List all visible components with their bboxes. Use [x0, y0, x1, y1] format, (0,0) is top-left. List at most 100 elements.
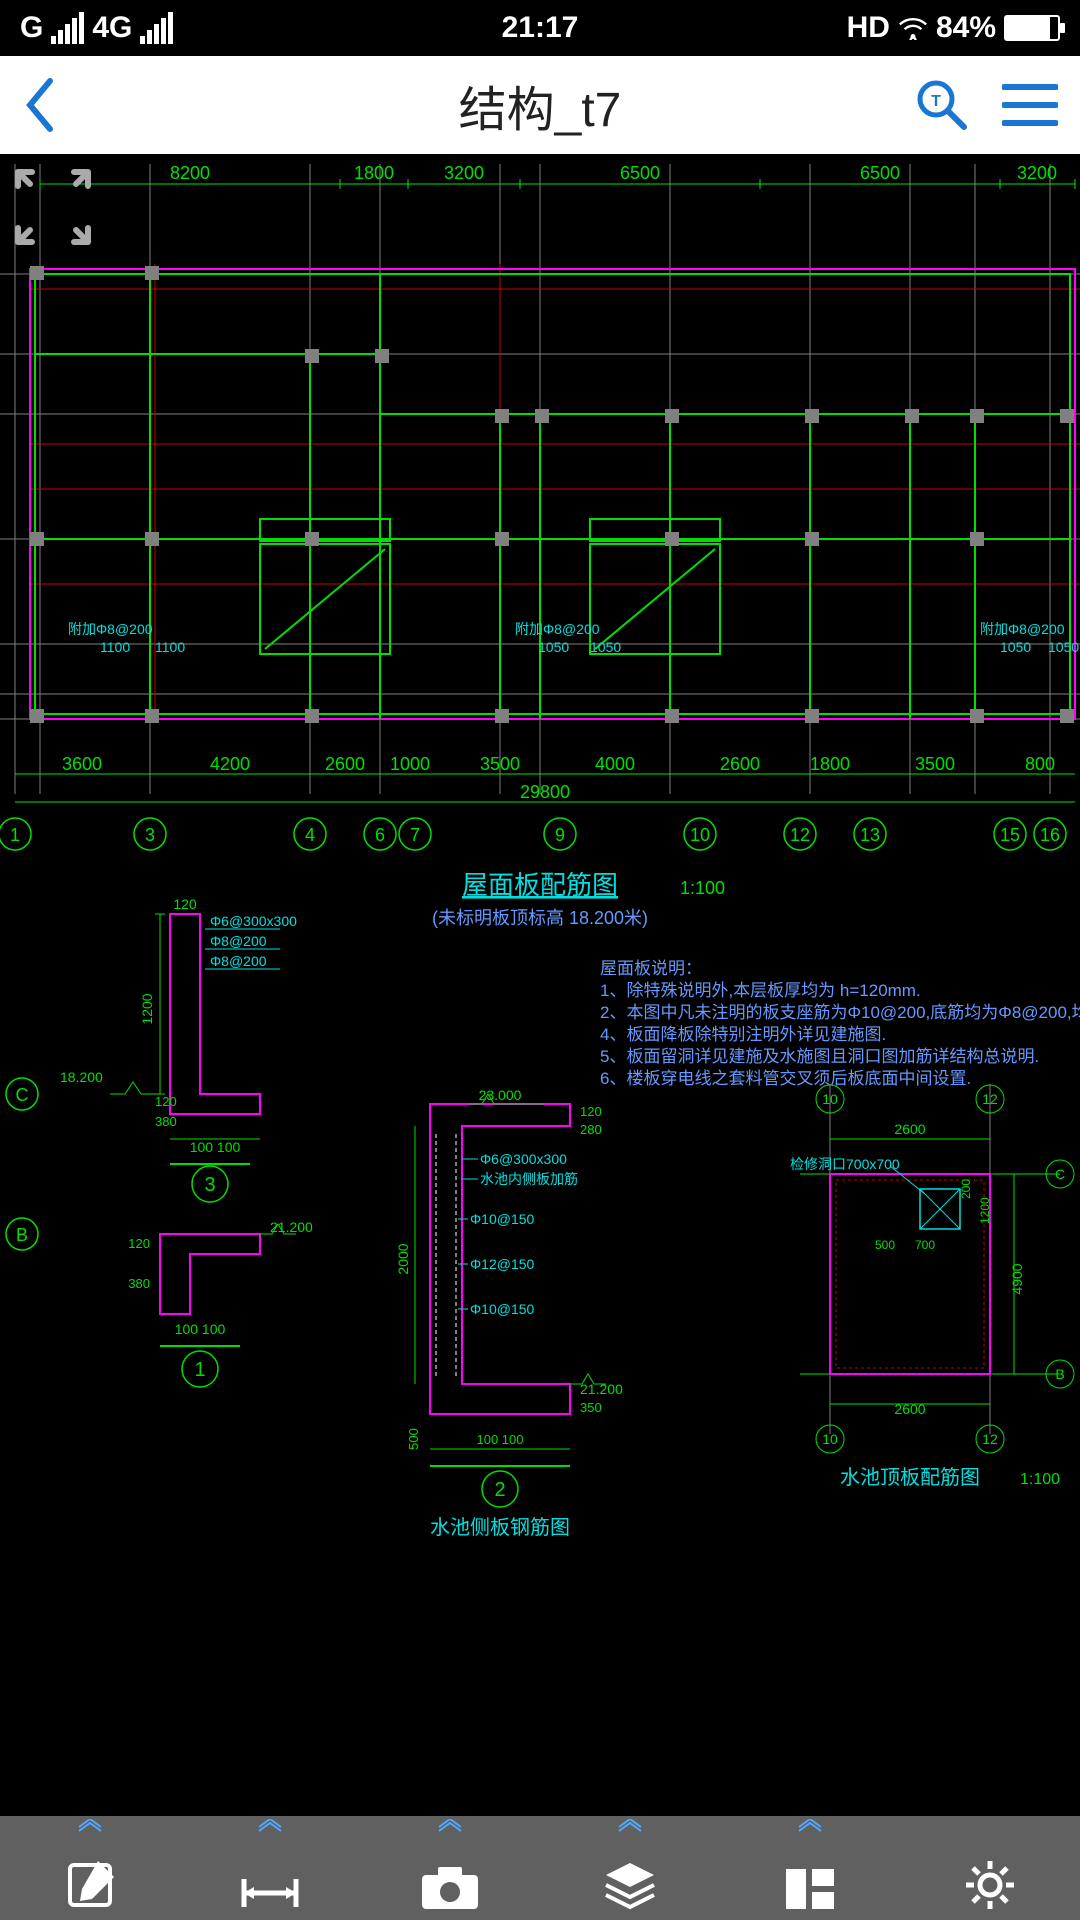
- layers-icon: [602, 1861, 658, 1913]
- menu-button[interactable]: [1000, 75, 1060, 135]
- s2-title: 水池侧板钢筋图: [430, 1516, 570, 1539]
- s2-b23: 100 100: [477, 1432, 524, 1447]
- chevron-up-icon: [255, 1819, 285, 1835]
- chevron-up-icon: [435, 1819, 465, 1835]
- bd-0: 3600: [62, 754, 102, 774]
- note-b2: 1050: [538, 639, 569, 655]
- bd-2: 2600: [325, 754, 365, 774]
- note-a1: 附加Φ8@200: [68, 621, 153, 637]
- app-header: 结构_t7 T: [0, 56, 1080, 154]
- nl-1: 2、本图中凡未注明的板支座筋为Φ10@200,底筋均为Φ8@200,均双层双向拉…: [600, 1003, 1080, 1022]
- plan-subtitle: (未标明板顶标高 18.200米): [432, 908, 648, 928]
- s2-b1: 350: [580, 1400, 602, 1415]
- battery-icon: [1004, 15, 1060, 41]
- note-c1: 附加Φ8@200: [980, 621, 1065, 637]
- bd-8: 3500: [915, 754, 955, 774]
- s2-t2: 280: [580, 1122, 602, 1137]
- search-text-button[interactable]: T: [912, 75, 972, 135]
- s1-d2: 380: [128, 1276, 150, 1291]
- edit-tool[interactable]: [30, 1823, 150, 1913]
- top-dim-1: 1800: [354, 163, 394, 183]
- pp-title: 水池顶板配筋图: [840, 1466, 980, 1489]
- pp-i2: 700: [915, 1238, 935, 1252]
- measure-tool[interactable]: [210, 1823, 330, 1913]
- nl-2: 4、板面降板除特别注明外详见建施图.: [600, 1025, 886, 1044]
- s2-lbl: 2: [494, 1479, 505, 1501]
- bd-total: 29800: [520, 782, 570, 802]
- pp-g3: 12: [982, 1431, 998, 1447]
- bottom-toolbar: [0, 1816, 1080, 1920]
- top-dim-5: 3200: [1017, 163, 1057, 183]
- gear-icon: [962, 1857, 1018, 1913]
- fullscreen-button[interactable]: [10, 164, 96, 250]
- ll-c: C: [16, 1085, 29, 1105]
- g-2: 4: [305, 825, 315, 845]
- g-10: 16: [1040, 825, 1060, 845]
- s3-lbl: 3: [204, 1174, 215, 1196]
- g-7: 12: [790, 825, 810, 845]
- s2-t1: 120: [580, 1104, 602, 1119]
- nl-0: 1、除特殊说明外,本层板厚均为 h=120mm.: [600, 981, 921, 1000]
- pp-w2: 2600: [894, 1401, 925, 1417]
- bd-3: 1000: [390, 754, 430, 774]
- s2-b4: 500: [406, 1428, 421, 1450]
- top-dim-0: 8200: [170, 163, 210, 183]
- pp-h: 4900: [1009, 1263, 1025, 1294]
- s3-b2: 380: [155, 1114, 177, 1129]
- s3-n2: Φ8@200: [210, 933, 267, 949]
- s3-b1: 120: [155, 1094, 177, 1109]
- s1-bot: 100 100: [175, 1321, 226, 1337]
- s3-elev: 18.200: [60, 1069, 103, 1085]
- camera-icon: [418, 1865, 482, 1913]
- g-1: 3: [145, 825, 155, 845]
- measure-icon: [238, 1873, 302, 1913]
- s3-top: 120: [173, 896, 197, 912]
- bd-4: 3500: [480, 754, 520, 774]
- top-dim-4: 6500: [860, 163, 900, 183]
- s1-lbl: 1: [194, 1359, 205, 1381]
- pp-g2: 10: [822, 1431, 838, 1447]
- note-c2: 1050: [1000, 639, 1031, 655]
- cad-drawing: 8200 1800 3200 6500 6500 3200 附加Φ8@200 1…: [0, 154, 1080, 1816]
- s3-bot: 100 100: [190, 1139, 241, 1155]
- clock: 21:17: [0, 11, 1080, 45]
- settings-tool[interactable]: [930, 1823, 1050, 1913]
- back-button[interactable]: [0, 56, 80, 154]
- bd-5: 4000: [595, 754, 635, 774]
- ll-b: B: [16, 1225, 28, 1245]
- bd-6: 2600: [720, 754, 760, 774]
- s2-n5: Φ10@150: [470, 1301, 535, 1317]
- layout-tool[interactable]: [750, 1823, 870, 1913]
- layers-tool[interactable]: [570, 1823, 690, 1913]
- status-bar: G 4G 21:17 HD 84%: [0, 0, 1080, 56]
- top-dim-3: 6500: [620, 163, 660, 183]
- chevron-up-icon: [615, 1819, 645, 1835]
- s2-n3: Φ10@150: [470, 1211, 535, 1227]
- bd-7: 1800: [810, 754, 850, 774]
- g-0: 1: [10, 825, 20, 845]
- plan-title: 屋面板配筋图: [462, 870, 618, 900]
- pp-g1: 12: [982, 1091, 998, 1107]
- g-3: 6: [375, 825, 385, 845]
- s3-vd: 1200: [139, 993, 155, 1024]
- camera-tool[interactable]: [390, 1823, 510, 1913]
- bd-1: 4200: [210, 754, 250, 774]
- cad-canvas[interactable]: 8200 1800 3200 6500 6500 3200 附加Φ8@200 1…: [0, 154, 1080, 1816]
- g-8: 13: [860, 825, 880, 845]
- g-6: 10: [690, 825, 710, 845]
- edit-icon: [62, 1857, 118, 1913]
- note-b1: 附加Φ8@200: [515, 621, 600, 637]
- pp-i3: 200: [959, 1179, 973, 1199]
- nl-3: 5、板面留洞详见建施及水施图且洞口图加筋详结构总说明.: [600, 1047, 1039, 1066]
- g-4: 7: [410, 825, 420, 845]
- note-b3: 1050: [590, 639, 621, 655]
- notes-hdr: 屋面板说明：: [600, 959, 702, 978]
- s1-d1: 120: [128, 1236, 150, 1251]
- pp-lb: B: [1055, 1366, 1064, 1382]
- pp-scale: 1:100: [1020, 1471, 1060, 1488]
- top-dim-2: 3200: [444, 163, 484, 183]
- note-a3: 1100: [155, 639, 185, 655]
- s2-n4: Φ12@150: [470, 1256, 535, 1272]
- pp-lc: C: [1055, 1166, 1065, 1182]
- g-9: 15: [1000, 825, 1020, 845]
